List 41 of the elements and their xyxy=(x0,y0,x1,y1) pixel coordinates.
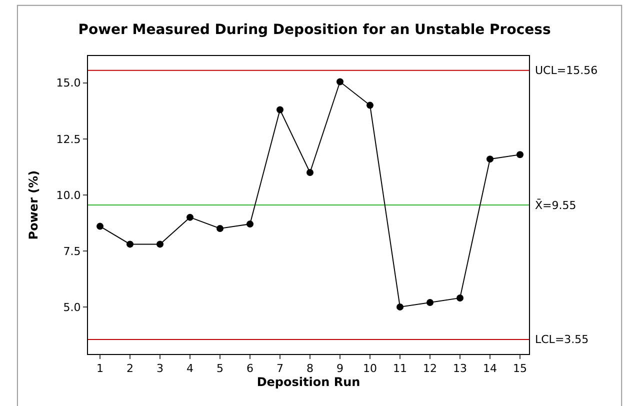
chart-title: Power Measured During Deposition for an Unstable Process xyxy=(78,22,551,38)
point xyxy=(486,156,494,163)
x-tick-label: 2 xyxy=(126,362,134,376)
x-tick-label: 1 xyxy=(96,362,104,376)
x-tick-label: 5 xyxy=(216,362,224,376)
ref-line-label: UCL=15.56 xyxy=(535,64,598,77)
x-tick-label: 10 xyxy=(363,362,377,376)
point xyxy=(156,240,164,248)
point xyxy=(336,78,344,86)
text: 10.0 xyxy=(56,188,81,202)
ref-line-label: LCL=3.55 xyxy=(535,333,589,346)
point xyxy=(276,106,284,114)
text: 5.0 xyxy=(63,300,81,314)
y-axis-title: Power (%) xyxy=(26,170,41,240)
point xyxy=(366,102,374,109)
point xyxy=(396,303,404,310)
x-tick-label: 8 xyxy=(306,362,314,376)
point xyxy=(96,222,104,230)
x-tick-label: 7 xyxy=(276,362,284,376)
x-tick-label: 6 xyxy=(246,362,254,376)
x-axis-title: Deposition Run xyxy=(256,375,360,390)
x-tick-label: 13 xyxy=(453,362,467,376)
x-tick-label: 12 xyxy=(423,362,437,376)
point xyxy=(216,225,224,232)
x-tick-label: 9 xyxy=(336,362,344,376)
point xyxy=(246,220,254,228)
point xyxy=(186,214,194,221)
x-tick-label: 14 xyxy=(483,362,497,376)
point xyxy=(126,240,134,248)
text: 12.5 xyxy=(56,132,81,146)
x-tick-label: 11 xyxy=(393,362,407,376)
x-tick-label: 4 xyxy=(186,362,194,376)
point xyxy=(306,169,314,176)
point xyxy=(516,151,524,158)
text: 7.5 xyxy=(63,244,81,258)
ref-line-label: X̄=9.55 xyxy=(535,198,576,212)
x-tick-label: 3 xyxy=(156,362,164,376)
text: 15.0 xyxy=(56,76,81,90)
point xyxy=(426,298,434,306)
point xyxy=(456,294,464,302)
x-tick-label: 15 xyxy=(513,362,527,376)
